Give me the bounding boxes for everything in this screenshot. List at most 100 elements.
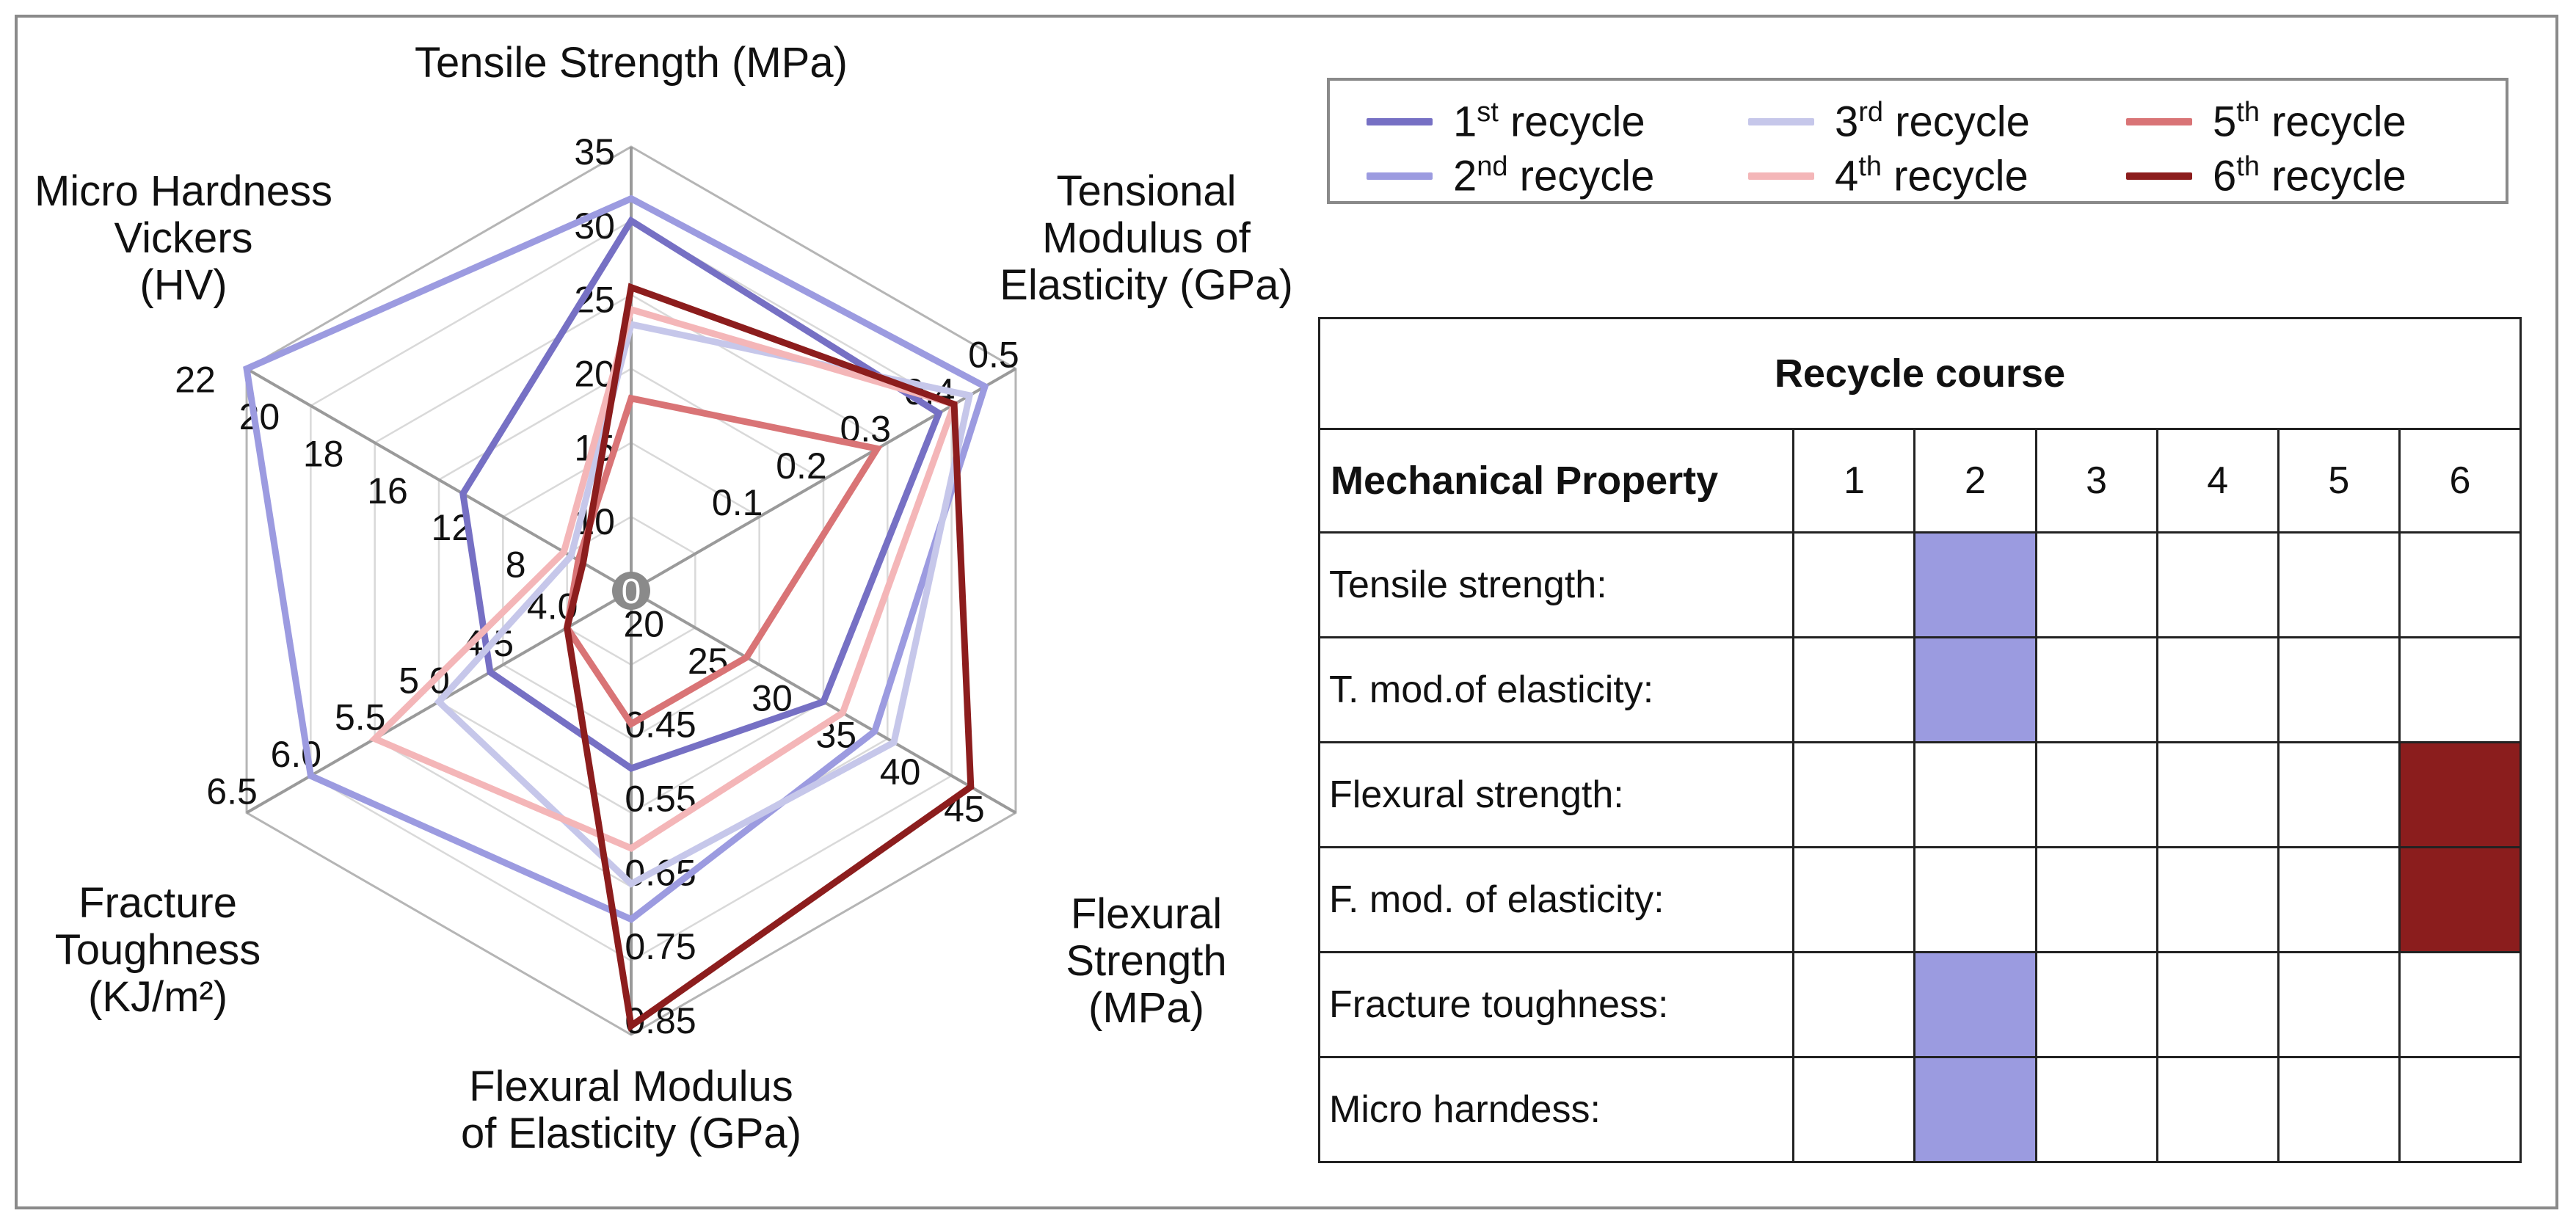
axis-title-tensile_strength: Tensile Strength (MPa) <box>415 39 848 87</box>
legend-label: 4th recycle <box>1835 151 2029 200</box>
course-cell <box>2155 531 2280 638</box>
table-row: Micro harndess: <box>1317 1056 2522 1163</box>
course-cell <box>2034 741 2158 848</box>
legend-item-1: 1st recycle <box>1367 97 1645 146</box>
course-header-3: 3 <box>2034 428 2158 534</box>
best-course-cell <box>1913 531 2037 638</box>
tick-label: 0.1 <box>712 482 763 523</box>
course-cell <box>2277 951 2401 1058</box>
axis-title-flexural_strength: Flexural Strength (MPa) <box>1066 890 1226 1032</box>
property-label: Tensile strength: <box>1317 531 1795 638</box>
tick-label: 5.5 <box>335 697 386 738</box>
course-cell <box>2277 741 2401 848</box>
legend-label: 1st recycle <box>1453 97 1645 146</box>
tick-label: 0.65 <box>625 852 696 893</box>
course-cell <box>1792 636 1916 743</box>
legend-swatch <box>2126 117 2192 125</box>
legend-swatch <box>1367 172 1433 180</box>
table-title: Recycle course <box>1318 317 2522 430</box>
course-cell <box>2398 531 2522 638</box>
course-cell <box>2155 846 2280 953</box>
course-cell <box>2277 636 2401 743</box>
property-label: Fracture toughness: <box>1317 951 1795 1058</box>
table-body: Tensile strength: T. mod.of elasticity: Fl… <box>1317 531 2522 1163</box>
axis-title-micro_hardness: Micro Hardness Vickers (HV) <box>34 167 332 309</box>
course-cell <box>2034 1056 2158 1163</box>
course-cell <box>2398 636 2522 743</box>
property-label: T. mod.of elasticity: <box>1317 636 1795 743</box>
tick-label: 0.75 <box>625 926 696 967</box>
course-header-1: 1 <box>1792 428 1916 534</box>
course-cell <box>2277 1056 2401 1163</box>
course-cell <box>1792 1056 1916 1163</box>
legend-item-2: 2nd recycle <box>1367 151 1654 200</box>
course-cell <box>2034 846 2158 953</box>
course-header-6: 6 <box>2398 428 2522 534</box>
table-row: T. mod.of elasticity: <box>1317 636 2522 743</box>
tick-label: 6.5 <box>206 771 258 812</box>
legend-swatch <box>1748 172 1814 180</box>
tick-label: 0.2 <box>776 445 827 487</box>
course-cell <box>2398 951 2522 1058</box>
tick-label: 8 <box>506 545 526 586</box>
course-cell <box>2277 846 2401 953</box>
table-row: Tensile strength: <box>1317 531 2522 638</box>
course-cell <box>2155 741 2280 848</box>
tick-label: 16 <box>367 470 408 511</box>
best-course-cell <box>1913 636 2037 743</box>
course-cell <box>2155 1056 2280 1163</box>
table-title-row: Recycle course <box>1318 317 2522 430</box>
series-line-2 <box>243 194 989 923</box>
best-course-cell <box>1913 951 2037 1058</box>
axis-title-fracture_toughness: Fracture Toughness (KJ/m²) <box>55 879 261 1021</box>
best-course-cell <box>2398 741 2522 848</box>
series-line-1 <box>459 216 943 772</box>
legend-swatch <box>1748 117 1814 125</box>
property-header: Mechanical Property <box>1317 428 1795 534</box>
radar-axis-titles: Tensile Strength (MPa) Tensional Modulus o… <box>34 39 1293 1157</box>
tick-label: 35 <box>574 131 615 172</box>
course-header-5: 5 <box>2277 428 2401 534</box>
axis-title-flexural_modulus: Flexural Modulus of Elasticity (GPa) <box>461 1063 801 1157</box>
course-cell <box>2398 1056 2522 1163</box>
radar-series <box>243 194 989 1032</box>
tick-label: 6.0 <box>271 734 322 775</box>
tick-label: 22 <box>175 360 216 401</box>
figure-frame <box>15 15 2558 1209</box>
course-cell <box>2155 951 2280 1058</box>
tick-label: 25 <box>688 641 729 682</box>
course-cell <box>1792 741 1916 848</box>
property-label: Flexural strength: <box>1317 741 1795 848</box>
property-label: F. mod. of elasticity: <box>1317 846 1795 953</box>
course-cell <box>1792 951 1916 1058</box>
legend-label: 3rd recycle <box>1835 97 2030 146</box>
legend-swatch <box>1367 117 1433 125</box>
course-header-2: 2 <box>1913 428 2037 534</box>
tick-label: 0.45 <box>625 704 696 746</box>
series-line-6 <box>564 283 975 1032</box>
legend: 1st recycle 2nd recycle 3rd recycle 4th rec… <box>1327 78 2508 204</box>
course-cell <box>1792 531 1916 638</box>
table-row: Flexural strength: <box>1317 741 2522 848</box>
table-row: F. mod. of elasticity: <box>1317 846 2522 953</box>
course-cell <box>1913 846 2037 953</box>
legend-swatch <box>2126 172 2192 180</box>
course-cell <box>2155 636 2280 743</box>
tick-label: 40 <box>880 751 921 793</box>
table-row: Fracture toughness: <box>1317 951 2522 1058</box>
center-label: 0 <box>622 572 641 611</box>
course-header-4: 4 <box>2155 428 2280 534</box>
series-line-3 <box>434 320 974 888</box>
radar-center: 0 <box>612 572 650 611</box>
legend-item-6: 6th recycle <box>2126 151 2406 200</box>
best-course-cell <box>2398 846 2522 953</box>
course-cell <box>1792 846 1916 953</box>
legend-item-3: 3rd recycle <box>1748 97 2030 146</box>
axis-spoke <box>246 367 632 592</box>
course-cell <box>2034 531 2158 638</box>
tick-label: 20 <box>624 603 665 644</box>
axis-title-tensional_modulus: Tensional Modulus of Elasticity (GPa) <box>1000 167 1293 309</box>
legend-label: 6th recycle <box>2213 151 2406 200</box>
